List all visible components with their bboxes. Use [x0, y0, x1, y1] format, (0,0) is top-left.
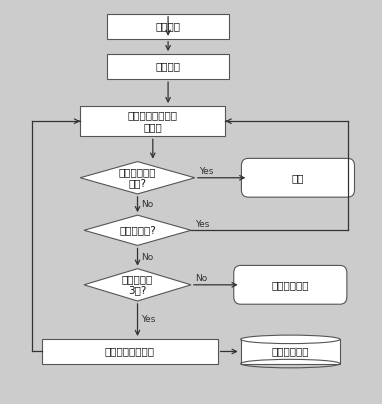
Text: 全部按键匹配
完成?: 全部按键匹配 完成? [119, 167, 156, 189]
FancyBboxPatch shape [234, 265, 347, 304]
Text: 按键序列链表: 按键序列链表 [272, 347, 309, 356]
Text: No: No [195, 274, 207, 283]
Ellipse shape [241, 335, 340, 343]
Text: 配置模式: 配置模式 [155, 21, 181, 31]
Text: Yes: Yes [141, 316, 156, 324]
Polygon shape [84, 269, 191, 301]
Text: No: No [141, 252, 154, 261]
Text: 按键已匹配?: 按键已匹配? [119, 225, 156, 235]
FancyBboxPatch shape [80, 106, 225, 137]
Text: 按键配置: 按键配置 [155, 62, 181, 72]
Polygon shape [84, 215, 191, 245]
Text: 按下一个按键: 按下一个按键 [272, 280, 309, 290]
Text: 某个键长按
3秒?: 某个键长按 3秒? [122, 274, 153, 296]
Text: Yes: Yes [195, 220, 209, 229]
Text: No: No [141, 200, 154, 209]
Text: Yes: Yes [199, 167, 213, 176]
FancyBboxPatch shape [107, 54, 229, 79]
FancyBboxPatch shape [107, 14, 229, 39]
FancyBboxPatch shape [241, 339, 340, 364]
Polygon shape [80, 162, 195, 194]
FancyBboxPatch shape [241, 158, 354, 197]
Text: 记忆到按键序列表: 记忆到按键序列表 [105, 347, 155, 356]
FancyBboxPatch shape [42, 339, 218, 364]
Text: 结束: 结束 [292, 173, 304, 183]
Text: 下一个未被按下的
主按键: 下一个未被按下的 主按键 [128, 110, 178, 132]
